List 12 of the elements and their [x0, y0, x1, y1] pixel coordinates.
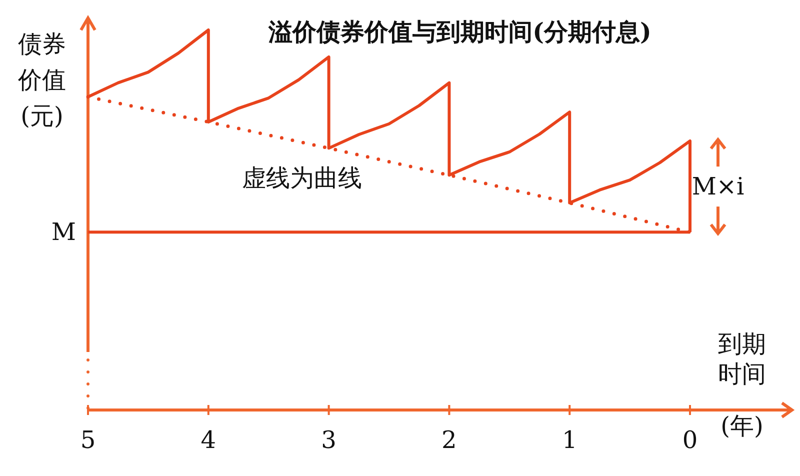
x-tick-label: 0 — [682, 426, 698, 454]
ref-line-label: M — [51, 218, 76, 246]
annotation: 虚线为曲线 — [242, 164, 362, 192]
chart-title: 溢价债券价值与到期时间(分期付息) — [268, 17, 652, 46]
x-tick-label: 4 — [200, 426, 216, 454]
annotation: M×i — [692, 172, 745, 201]
x-tick-label: 2 — [442, 426, 457, 454]
x-axis-title: 到期时间(年) — [718, 330, 766, 440]
x-tick-label: 3 — [321, 426, 336, 454]
x-tick-label: 5 — [80, 426, 96, 454]
y-axis-title: 债券价值(元) — [17, 30, 66, 130]
x-tick-label: 1 — [562, 426, 578, 454]
